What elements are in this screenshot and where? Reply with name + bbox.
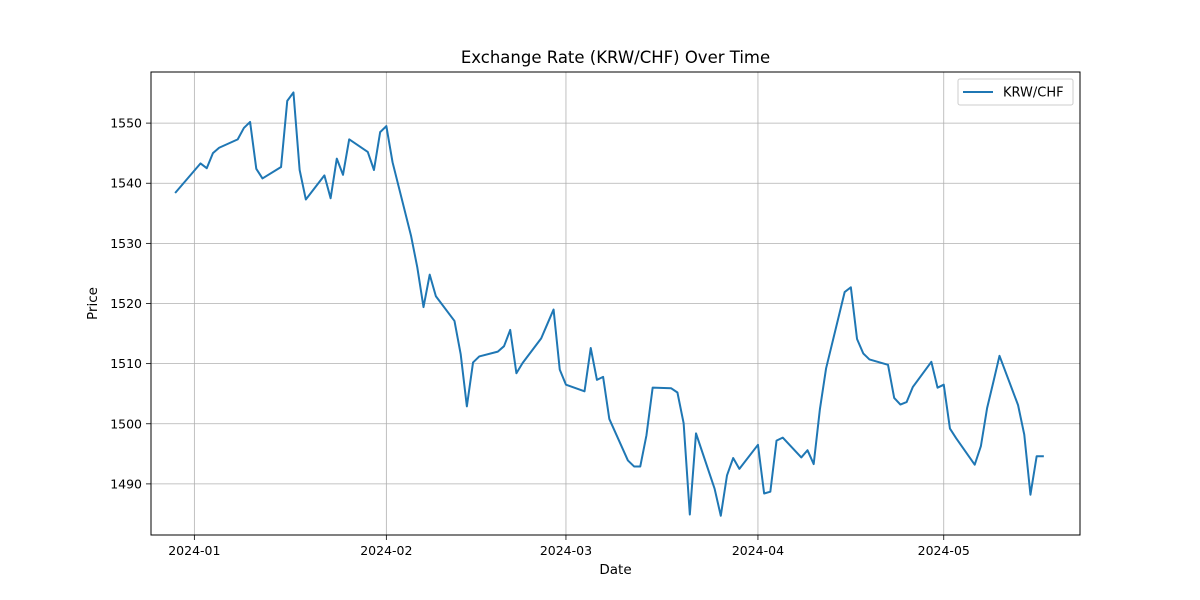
y-tick-label: 1530 [110, 236, 142, 251]
series-layer [174, 91, 1044, 517]
x-tick-label: 2024-05 [918, 543, 970, 558]
y-tick-label: 1550 [110, 116, 142, 131]
plot-frame [150, 71, 1081, 536]
legend: KRW/CHF [957, 78, 1074, 106]
series-line-krw-chf [174, 91, 1044, 517]
y-tick-label: 1490 [110, 476, 142, 491]
x-tick-label: 2024-02 [360, 543, 412, 558]
y-tick-label: 1520 [110, 296, 142, 311]
grid [151, 72, 1080, 535]
y-tick-label: 1510 [110, 356, 142, 371]
legend-box [957, 78, 1074, 106]
x-tick-label: 2024-01 [168, 543, 220, 558]
x-axis-label: Date [599, 562, 631, 578]
x-tick-label: 2024-04 [732, 543, 784, 558]
y-tick-label: 1540 [110, 176, 142, 191]
legend-label: KRW/CHF [1003, 86, 1064, 101]
chart-title: Exchange Rate (KRW/CHF) Over Time [461, 48, 770, 67]
x-tick-label: 2024-03 [540, 543, 592, 558]
y-tick-label: 1500 [110, 416, 142, 431]
y-axis-label: Price [85, 287, 101, 320]
axis-ticks: 2024-01 2024-02 2024-03 2024-04 2024-05 1490 1… [110, 116, 970, 558]
